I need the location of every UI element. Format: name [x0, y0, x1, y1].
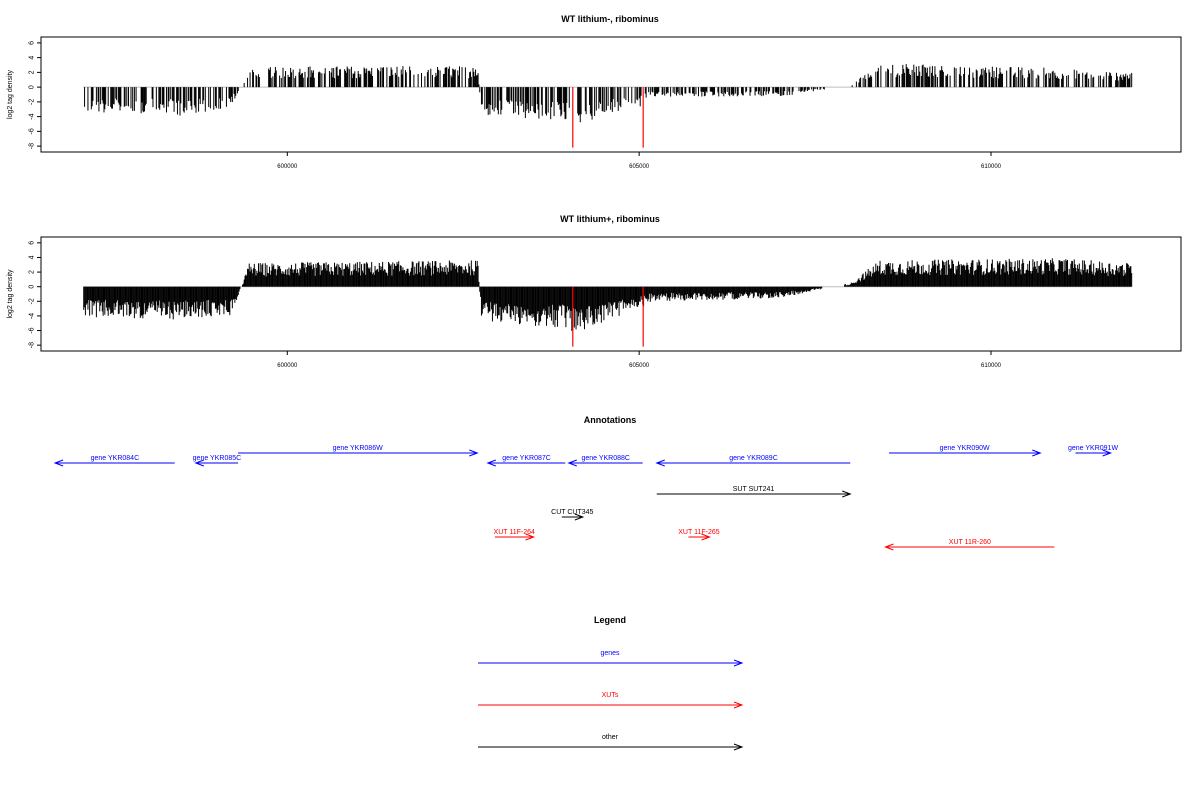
annotation-label: gene YKR091W [1068, 445, 1118, 452]
plot-frame [40, 36, 1182, 153]
annotation-arrow [688, 533, 711, 541]
signal-bars [84, 64, 1133, 123]
chart-title: WT lithium+, ribominus [560, 214, 660, 224]
annotation-label: gene YKR086W [333, 445, 383, 452]
y-tick-label: -8 [29, 342, 36, 348]
legend-panel: Legend genes XUTs other [478, 615, 744, 751]
chart-title: WT lithium-, ribominus [561, 14, 659, 24]
annotation-arrow [884, 543, 1055, 551]
annotation-label: gene YKR085C [193, 455, 242, 462]
annotation-label: CUT CUT345 [551, 509, 593, 516]
plot-frame [40, 236, 1182, 352]
legend-arrow [478, 659, 744, 667]
y-tick-label: -4 [29, 113, 36, 119]
y-tick-label: 6 [29, 241, 36, 245]
legend-arrow [478, 701, 744, 709]
y-axis-label: log2 tag density [7, 269, 14, 319]
annotation-label: gene YKR089C [729, 455, 778, 462]
annotation-arrow [238, 449, 479, 457]
y-tick-label: 4 [29, 56, 36, 60]
y-tick-label: 6 [29, 41, 36, 45]
annotation-label: gene YKR084C [91, 455, 140, 462]
annotation-arrow [194, 459, 239, 467]
y-tick-label: 4 [29, 255, 36, 259]
signal-bars [83, 258, 1133, 331]
annotations-panel: Annotations gene YKR084C gene YKR085C gene… [53, 415, 1118, 551]
x-tick-label: 605000 [629, 164, 650, 170]
x-tick-label: 610000 [981, 363, 1002, 369]
y-tick-label: -4 [29, 313, 36, 319]
annotation-label: XUT 11F-264 [494, 529, 535, 536]
x-tick-label: 600000 [277, 164, 298, 170]
annotation-arrow [888, 449, 1042, 457]
y-tick-label: 2 [29, 70, 36, 74]
annotation-arrow [561, 513, 585, 521]
x-tick-label: 600000 [277, 363, 298, 369]
legend-label: other [602, 734, 619, 741]
y-tick-label: -2 [29, 298, 36, 304]
y-tick-label: 0 [29, 85, 36, 89]
chart-panel-lithium-minus: WT lithium-, ribominus log2 tag density 6 4… [7, 14, 1182, 170]
annotation-arrow [567, 459, 643, 467]
y-tick-label: -6 [29, 327, 36, 333]
y-tick-label: -2 [29, 99, 36, 105]
y-tick-label: -6 [29, 128, 36, 134]
y-tick-label: -8 [29, 143, 36, 149]
annotation-label: XUT 11R-260 [949, 539, 991, 546]
x-tick-label: 605000 [629, 363, 650, 369]
annotation-arrow [656, 490, 852, 498]
annotation-arrow [1075, 449, 1113, 457]
legend-title: Legend [594, 615, 626, 625]
legend-label: XUTs [602, 692, 619, 699]
annotations-title: Annotations [584, 415, 637, 425]
chart-panel-lithium-plus: WT lithium+, ribominus log2 tag density 6 4… [7, 214, 1182, 369]
annotation-label: SUT SUT241 [733, 486, 775, 493]
annotation-arrow [655, 459, 851, 467]
y-tick-label: 0 [29, 285, 36, 289]
annotation-arrow [494, 533, 536, 541]
legend-arrow [478, 743, 744, 751]
y-axis-label: log2 tag density [7, 69, 14, 119]
annotation-label: gene YKR087C [502, 455, 551, 462]
annotation-arrow [486, 459, 566, 467]
x-tick-label: 610000 [981, 164, 1002, 170]
y-tick-label: 2 [29, 270, 36, 274]
legend-label: genes [600, 650, 620, 657]
annotation-label: gene YKR088C [581, 455, 630, 462]
annotation-arrow [53, 459, 175, 467]
annotation-label: gene YKR090W [940, 445, 990, 452]
annotation-label: XUT 11F-265 [678, 529, 719, 536]
